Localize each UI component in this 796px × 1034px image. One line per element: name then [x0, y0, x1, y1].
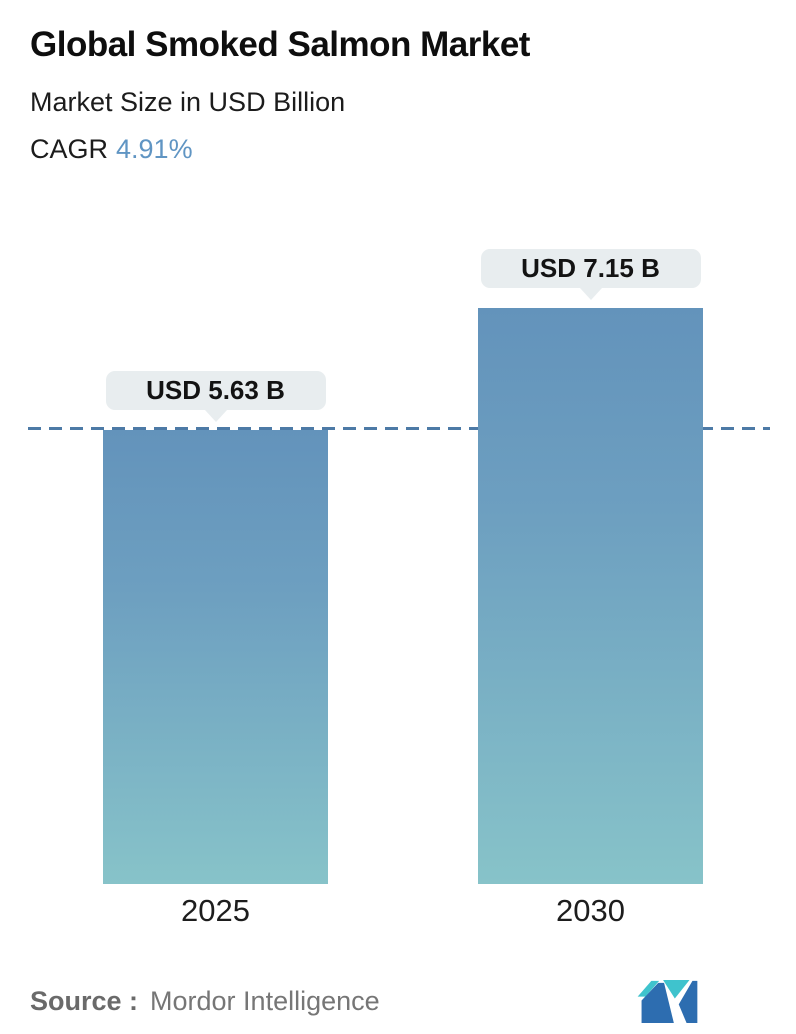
bar-2030[interactable]: USD 7.15 B	[478, 249, 703, 884]
value-tooltip-2030: USD 7.15 B	[480, 249, 701, 300]
axis-label-2025: 2025	[181, 893, 250, 928]
cagr-label: CAGR	[30, 133, 109, 164]
chart-subtitle: Market Size in USD Billion	[30, 86, 346, 117]
source-value: Mordor Intelligence	[150, 985, 380, 1016]
reference-line	[28, 427, 770, 430]
mordor-intelligence-logo-icon	[637, 979, 698, 1024]
tooltip-pointer-icon	[579, 288, 602, 300]
source-line: Source : Mordor Intelligence	[30, 986, 380, 1017]
bar-2025[interactable]: USD 5.63 B	[103, 371, 328, 884]
cagr-line: CAGR 4.91%	[30, 134, 530, 165]
source-label: Source :	[30, 985, 139, 1016]
value-label-2030: USD 7.15 B	[521, 253, 660, 283]
axis-label-2030: 2030	[556, 893, 625, 928]
cagr-value: 4.91%	[116, 133, 193, 164]
tooltip-pointer-icon	[204, 410, 227, 422]
page-title: Global Smoked Salmon Market	[30, 25, 530, 64]
value-tooltip-2025: USD 5.63 B	[105, 371, 326, 422]
chart-header: Global Smoked Salmon Market Market Size …	[30, 25, 530, 165]
chart-footer: Source : Mordor Intelligence	[30, 978, 766, 1024]
value-label-2025: USD 5.63 B	[146, 375, 285, 405]
